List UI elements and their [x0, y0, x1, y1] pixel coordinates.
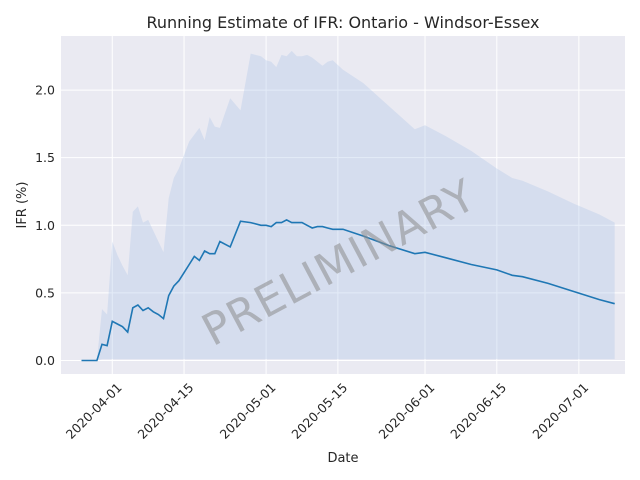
y-tick-label: 0.5	[35, 285, 55, 300]
x-tick-label: 2020-06-15	[447, 380, 509, 442]
y-tick-label: 1.5	[35, 150, 55, 165]
y-ticks: 0.0 0.5 1.0 1.5 2.0	[35, 83, 55, 368]
grid-lines	[61, 36, 625, 374]
plot-background	[61, 36, 625, 374]
ifr-line	[81, 218, 615, 362]
x-tick-label: 2020-07-01	[529, 380, 591, 442]
x-ticks: 2020-04-01 2020-04-15 2020-05-01 2020-05-15…	[63, 380, 592, 442]
x-axis-label: Date	[327, 451, 358, 466]
y-tick-label: 1.0	[35, 218, 55, 233]
confidence-band	[81, 50, 615, 361]
chart-title: Running Estimate of IFR: Ontario - Winds…	[147, 13, 540, 32]
y-axis-label: IFR (%)	[15, 182, 30, 229]
y-tick-label: 0.0	[35, 353, 55, 368]
x-tick-label: 2020-04-01	[63, 380, 125, 442]
y-tick-label: 2.0	[35, 83, 55, 98]
x-tick-label: 2020-05-01	[217, 380, 279, 442]
x-tick-label: 2020-05-15	[288, 380, 350, 442]
x-tick-label: 2020-04-15	[135, 380, 197, 442]
x-tick-label: 2020-06-01	[376, 380, 438, 442]
